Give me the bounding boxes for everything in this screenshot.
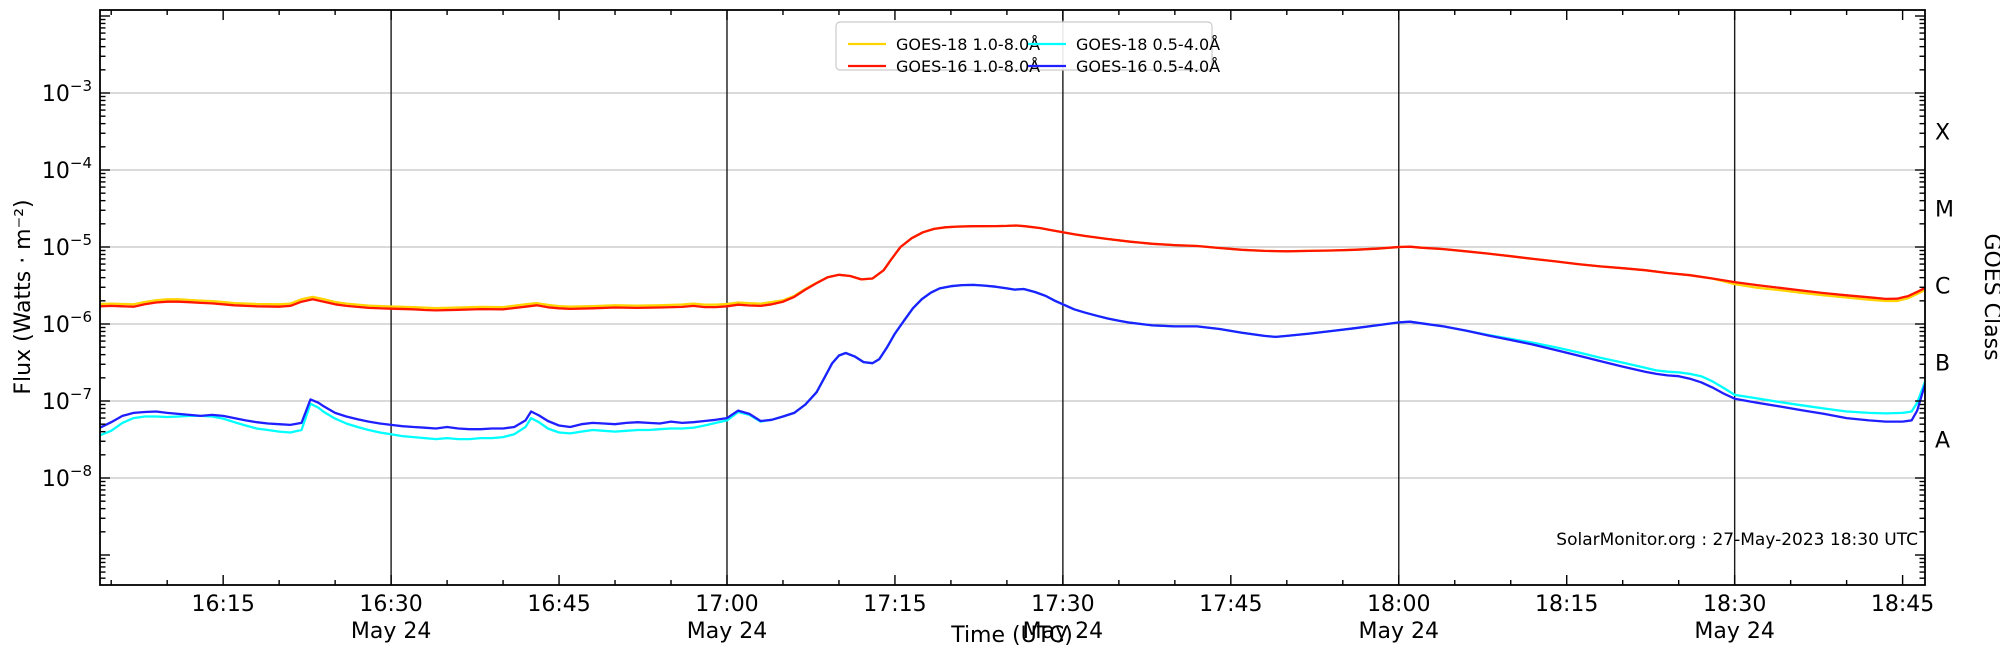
goes-class-label: B [1935, 352, 1950, 377]
legend-item-label: GOES-16 0.5-4.0Å [1076, 57, 1220, 76]
x-axis-tick-label: 18:00 [1367, 592, 1430, 617]
x-axis-tick-label: 17:00 [695, 592, 758, 617]
legend-item-label: GOES-18 1.0-8.0Å [896, 35, 1040, 54]
goes-class-label: C [1935, 275, 1950, 300]
date-sublabel: May 24 [687, 619, 767, 644]
date-sublabel: May 24 [351, 619, 431, 644]
date-sublabel: May 24 [1359, 619, 1439, 644]
x-axis-title: Time (UTC) [950, 623, 1073, 648]
y-axis-tick-label: 10−8 [42, 462, 92, 492]
plot-background [100, 10, 1925, 585]
x-axis-tick-label: 17:30 [1031, 592, 1094, 617]
y-axis-tick-label: 10−4 [42, 154, 92, 184]
curve-goes-16-0-5-4-0- [100, 283, 1925, 431]
legend-item-label: GOES-18 0.5-4.0Å [1076, 35, 1220, 54]
plot-frame [99, 9, 1926, 586]
date-sublabel: May 24 [1694, 619, 1774, 644]
x-axis-tick-label: 16:45 [527, 592, 590, 617]
curve-goes-16-1-0-8-0- [100, 224, 1925, 312]
y-axis-title: Flux (Watts · m⁻²) [11, 199, 36, 394]
watermark-annotation: SolarMonitor.org : 27-May-2023 18:30 UTC [1556, 530, 1918, 550]
goes-class-label: X [1935, 121, 1950, 146]
x-axis-tick-label: 17:15 [863, 592, 926, 617]
x-axis-tick-label: 18:15 [1535, 592, 1598, 617]
x-axis-tick-label: 17:45 [1199, 592, 1262, 617]
goes-class-label: M [1935, 198, 1954, 223]
x-axis-tick-label: 16:15 [191, 592, 254, 617]
legend-box [835, 21, 1213, 71]
x-axis-tick-label: 18:30 [1703, 592, 1766, 617]
date-sublabel: May 24 [1023, 619, 1103, 644]
legend-item-label: GOES-16 1.0-8.0Å [896, 57, 1040, 76]
x-axis-tick-label: 18:45 [1871, 592, 1934, 617]
goes-class-label: A [1935, 429, 1950, 454]
right-axis-title: GOES Class [1979, 233, 2000, 360]
x-axis-tick-label: 16:30 [359, 592, 422, 617]
